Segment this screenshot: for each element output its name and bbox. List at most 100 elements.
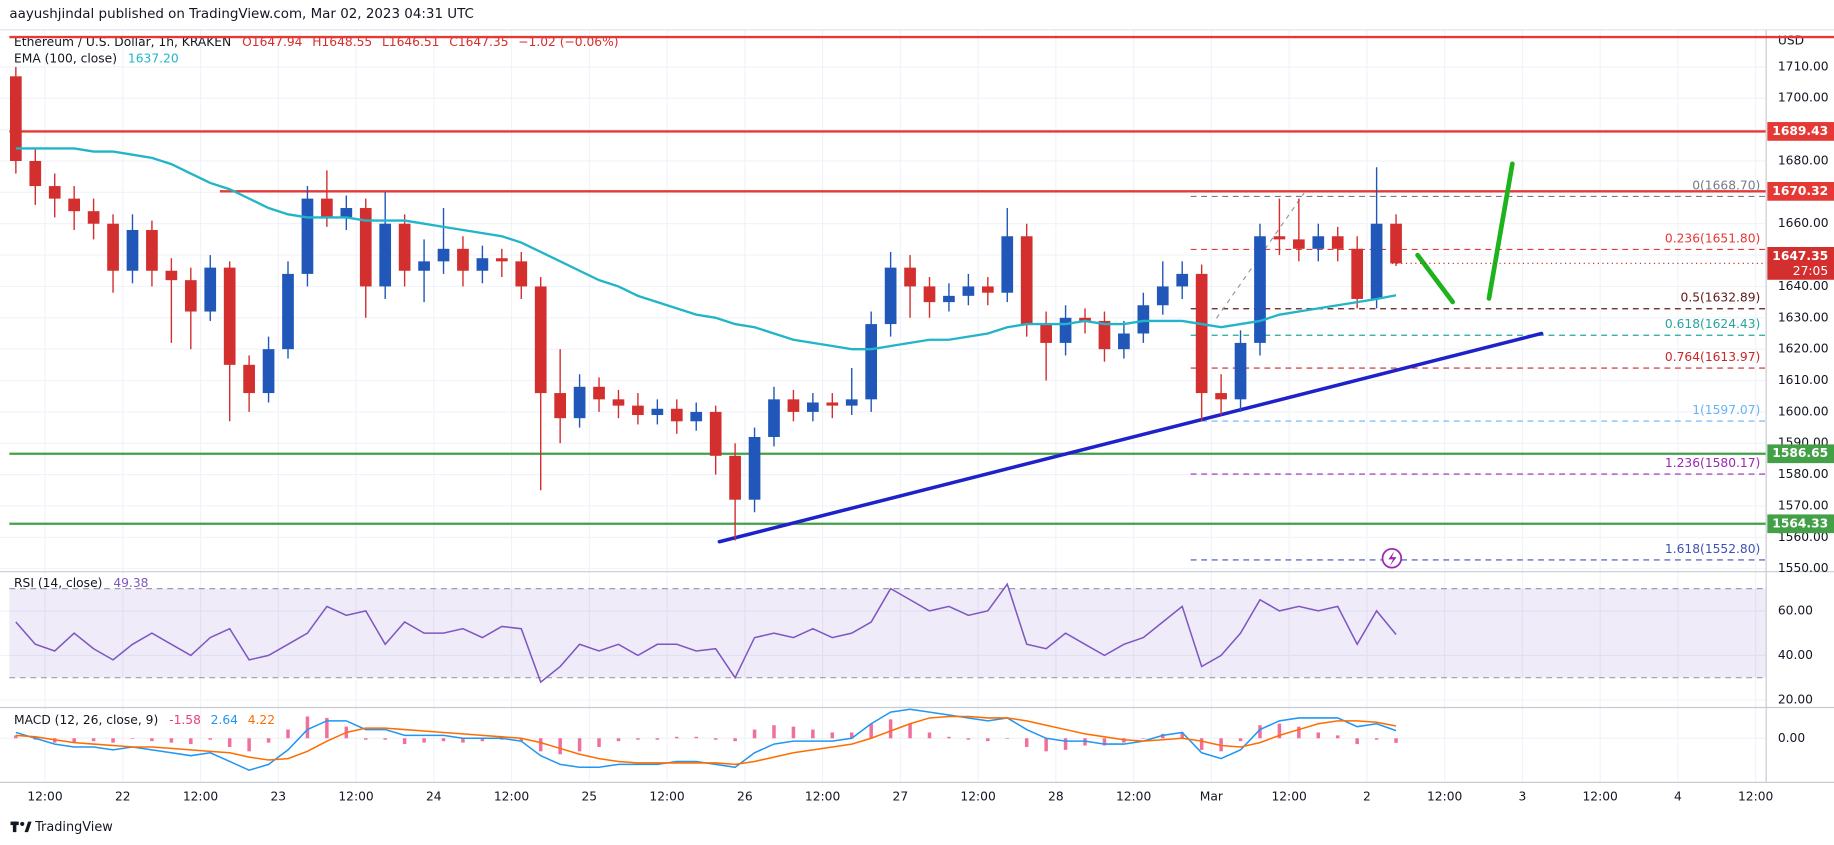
level-label-box: [1767, 514, 1834, 534]
y-tick-label: 1680.00: [1778, 153, 1829, 167]
x-tick-label: 26: [737, 790, 753, 804]
candle-body: [1331, 236, 1344, 249]
candle-body: [282, 273, 294, 350]
candle-body: [709, 411, 722, 456]
rsi-legend: RSI (14, close) 49.38: [14, 575, 148, 589]
candle-body: [1293, 239, 1305, 249]
candle-body: [573, 386, 586, 419]
signal-value: 4.22: [248, 712, 275, 726]
plot-area: [9, 66, 1767, 772]
macd-histogram-bar: [947, 736, 951, 739]
candle-body: [826, 402, 839, 406]
candle-body: [632, 405, 644, 416]
macd-histogram-bar: [402, 738, 407, 745]
macd-histogram-bar: [1180, 732, 1184, 739]
logo-part: [24, 821, 32, 833]
x-tick-label: 12:00: [1271, 790, 1306, 804]
macd-histogram-bar: [538, 738, 543, 752]
candle-body: [768, 399, 780, 437]
macd-histogram-bar: [616, 738, 621, 742]
macd-histogram-bar: [1258, 725, 1262, 739]
macd-histogram-bar: [966, 738, 971, 740]
macd-histogram-bar: [597, 738, 601, 747]
level-label: 1670.32: [1772, 184, 1828, 198]
ema-name: EMA (100, close): [14, 51, 117, 65]
logo-part: [20, 821, 25, 827]
rsi-line: [15, 582, 1397, 684]
y-tick-label: 20.00: [1778, 692, 1813, 706]
macd-value: 2.64: [211, 712, 238, 726]
x-tick-label: 27: [893, 790, 909, 804]
x-tick-label: 12:00: [1582, 790, 1617, 804]
x-tick-label: 12:00: [338, 790, 373, 804]
rsi-name: RSI (14, close): [14, 575, 102, 589]
macd-histogram-bar: [169, 738, 174, 743]
candle-body: [787, 399, 800, 412]
publisher: aayushjindal published on TradingView.co…: [9, 7, 474, 22]
rsi-band: [9, 588, 1767, 678]
candle-body: [1176, 273, 1189, 287]
x-tick-label: 12:00: [649, 790, 684, 804]
candle-body: [865, 324, 878, 400]
candle-body: [359, 208, 372, 287]
macd-histogram-bar: [694, 736, 698, 739]
macd-histogram-bar: [189, 738, 193, 745]
candle-body: [107, 223, 119, 271]
candle-body: [48, 186, 61, 199]
candle-body: [10, 76, 22, 161]
y-tick-label: 1640.00: [1778, 279, 1829, 293]
ema-line: [15, 147, 1397, 351]
y-tick-label: 1580.00: [1778, 467, 1829, 481]
macd-histogram-bar: [14, 735, 18, 739]
candle-body: [1370, 223, 1383, 299]
macd-histogram-bar: [1355, 738, 1359, 745]
candle-body: [748, 436, 761, 500]
fib-label: 0.764(1613.97): [1665, 350, 1760, 364]
candle-body: [262, 349, 275, 394]
macd-histogram-bar: [1394, 738, 1398, 743]
x-tick-label: 4: [1674, 790, 1682, 804]
candle-body: [184, 280, 197, 312]
macd-histogram-bar: [636, 738, 640, 740]
level-label: 1564.33: [1772, 516, 1828, 530]
candle-body: [204, 267, 217, 312]
y-tick-label: 1550.00: [1778, 561, 1829, 575]
x-tick-label: 2: [1363, 790, 1371, 804]
x-tick-label: 28: [1048, 790, 1064, 804]
candle-body: [1234, 342, 1247, 400]
last-price-box: [1767, 247, 1834, 280]
macd-histogram-bar: [1141, 738, 1146, 739]
fib-label: 0.236(1651.80): [1665, 231, 1760, 245]
macd-histogram-bar: [772, 725, 776, 739]
candle-body: [1059, 317, 1072, 343]
x-tick-label: 12:00: [1116, 790, 1151, 804]
candle-body: [554, 393, 567, 419]
x-tick-label: Mar: [1200, 790, 1224, 804]
candle-body: [1079, 317, 1091, 321]
candle-body: [1040, 324, 1052, 343]
level-label-box: [1767, 122, 1834, 141]
macd-histogram-bar: [811, 729, 815, 739]
fib-label: 1(1597.07): [1692, 403, 1760, 417]
macd-histogram-bar: [1277, 723, 1282, 739]
macd-histogram-bar: [558, 738, 562, 755]
candle-body: [476, 258, 489, 271]
grid: [0, 29, 1767, 782]
y-tick-label: 1630.00: [1778, 310, 1829, 324]
macd-histogram-bar: [1005, 738, 1010, 739]
candle-body: [87, 211, 100, 224]
candle-body: [1312, 236, 1325, 249]
countdown: 27:05: [1793, 264, 1828, 278]
x-tick-label: 12:00: [960, 790, 995, 804]
signal-line: [15, 715, 1397, 766]
y-tick-label: 1660.00: [1778, 216, 1829, 230]
x-tick-label: 23: [270, 790, 286, 804]
macd-histogram-bar: [461, 738, 465, 743]
macd-histogram-bar: [849, 732, 854, 739]
macd-histogram-bar: [130, 738, 135, 739]
macd-histogram-bar: [1297, 726, 1301, 739]
y-tick-label: 1600.00: [1778, 404, 1829, 418]
macd-histogram-bar: [519, 738, 524, 742]
fib-label: 0(1668.70): [1692, 178, 1760, 192]
